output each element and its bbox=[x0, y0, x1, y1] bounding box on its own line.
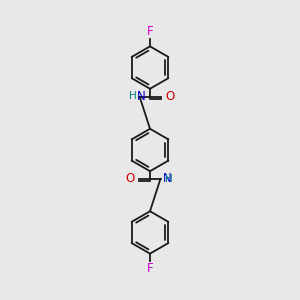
Text: N: N bbox=[163, 172, 171, 185]
Text: N: N bbox=[137, 90, 146, 103]
Text: O: O bbox=[125, 172, 135, 185]
Text: F: F bbox=[147, 25, 153, 38]
Text: H: H bbox=[129, 91, 137, 101]
Text: O: O bbox=[165, 90, 175, 103]
Text: F: F bbox=[147, 262, 153, 275]
Text: H: H bbox=[165, 174, 173, 184]
